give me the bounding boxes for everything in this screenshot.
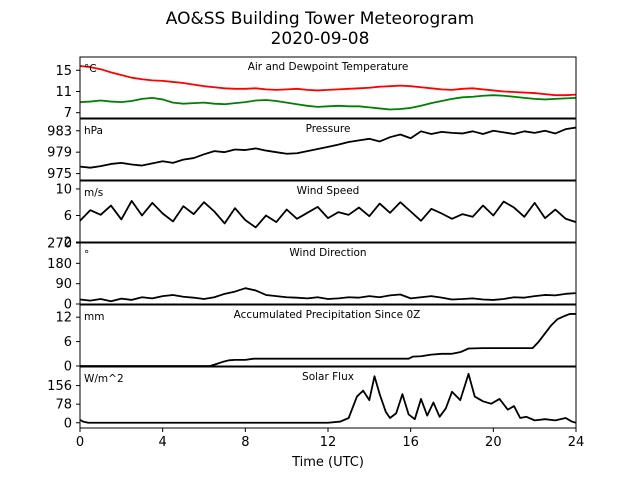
wind-direction-panel: 0 90 180 270 Wind Direction ° [47, 237, 577, 313]
x-tick-label: 4 [159, 435, 167, 450]
air-and-dewpoint-temperature-unit-label: °C [84, 63, 97, 75]
pressure-y-tick-label: 983 [47, 124, 72, 139]
accumulated-precipitation-since-0z-series-1-line [80, 313, 576, 366]
x-tick-label: 16 [402, 435, 419, 450]
pressure-frame [79, 118, 577, 181]
pressure-y-tick-label: 975 [47, 167, 72, 182]
air-and-dewpoint-temperature-y-tick-label: 11 [55, 85, 72, 100]
air-and-dewpoint-temperature-series-1-line [80, 65, 576, 97]
air-and-dewpoint-temperature-series-2-line [80, 94, 576, 111]
x-axis: 0 4 8 12 16 20 24 [76, 428, 584, 450]
wind-speed-y-tick-label: 2 [64, 236, 72, 251]
wind-speed-y-tick-label: 10 [55, 182, 72, 197]
pressure-panel: 975 979 983 Pressure hPa [47, 118, 577, 182]
wind-speed-unit-label: m/s [84, 187, 103, 199]
solar-flux-y-tick-label: 78 [55, 398, 72, 413]
x-axis-label: Time (UTC) [291, 455, 364, 470]
wind-speed-frame [79, 180, 577, 243]
accumulated-precipitation-since-0z-title: Accumulated Precipitation Since 0Z [234, 309, 421, 321]
x-tick-label: 0 [76, 435, 84, 450]
wind-speed-panel: 2 6 10 Wind Speed m/s [55, 180, 577, 251]
pressure-unit-label: hPa [84, 125, 103, 137]
wind-direction-title: Wind Direction [289, 247, 366, 259]
wind-speed-y-tick-label: 6 [64, 209, 72, 224]
accumulated-precipitation-since-0z-y-tick-label: 12 [55, 311, 72, 326]
accumulated-precipitation-since-0z-frame [79, 304, 577, 367]
air-and-dewpoint-temperature-title: Air and Dewpoint Temperature [248, 61, 409, 73]
air-and-dewpoint-temperature-frame [79, 56, 577, 119]
x-tick-label: 20 [485, 435, 502, 450]
air-and-dewpoint-temperature-y-tick-label: 7 [64, 106, 72, 121]
wind-direction-unit-label: ° [84, 249, 89, 261]
solar-flux-panel: 0 78 156 Solar Flux W/m^2 [47, 366, 577, 431]
x-tick-label: 12 [320, 435, 337, 450]
wind-direction-y-tick-label: 270 [47, 237, 72, 252]
wind-speed-title: Wind Speed [297, 185, 360, 197]
pressure-series-1-line [80, 126, 576, 169]
x-tick-label: 8 [241, 435, 249, 450]
figure-title-line1: AO&SS Building Tower Meteorogram [166, 9, 474, 29]
solar-flux-title: Solar Flux [302, 371, 354, 383]
solar-flux-y-tick-label: 156 [47, 379, 72, 394]
wind-direction-y-tick-label: 90 [55, 277, 72, 292]
solar-flux-unit-label: W/m^2 [84, 373, 124, 385]
wind-direction-series-1-line [80, 287, 576, 303]
wind-speed-series-1-line [80, 199, 576, 229]
wind-direction-y-tick-label: 0 [64, 298, 72, 313]
accumulated-precipitation-since-0z-unit-label: mm [84, 311, 104, 323]
solar-flux-y-tick-label: 0 [64, 416, 72, 431]
air-and-dewpoint-temperature-panel: 7 11 15 Air and Dewpoint Temperature °C [55, 56, 577, 121]
wind-direction-y-tick-label: 180 [47, 257, 72, 272]
accumulated-precipitation-since-0z-y-tick-label: 6 [64, 335, 72, 350]
wind-direction-frame [79, 242, 577, 305]
x-tick-label: 24 [568, 435, 585, 450]
solar-flux-series-1-line [80, 373, 576, 424]
air-and-dewpoint-temperature-y-tick-label: 15 [55, 64, 72, 79]
pressure-y-tick-label: 979 [47, 146, 72, 161]
accumulated-precipitation-since-0z-y-tick-label: 0 [64, 360, 72, 375]
accumulated-precipitation-since-0z-panel: 0 6 12 Accumulated Precipitation Since 0Z mm [55, 304, 577, 375]
pressure-title: Pressure [306, 123, 351, 135]
figure-title-line2: 2020-09-08 [271, 29, 370, 49]
